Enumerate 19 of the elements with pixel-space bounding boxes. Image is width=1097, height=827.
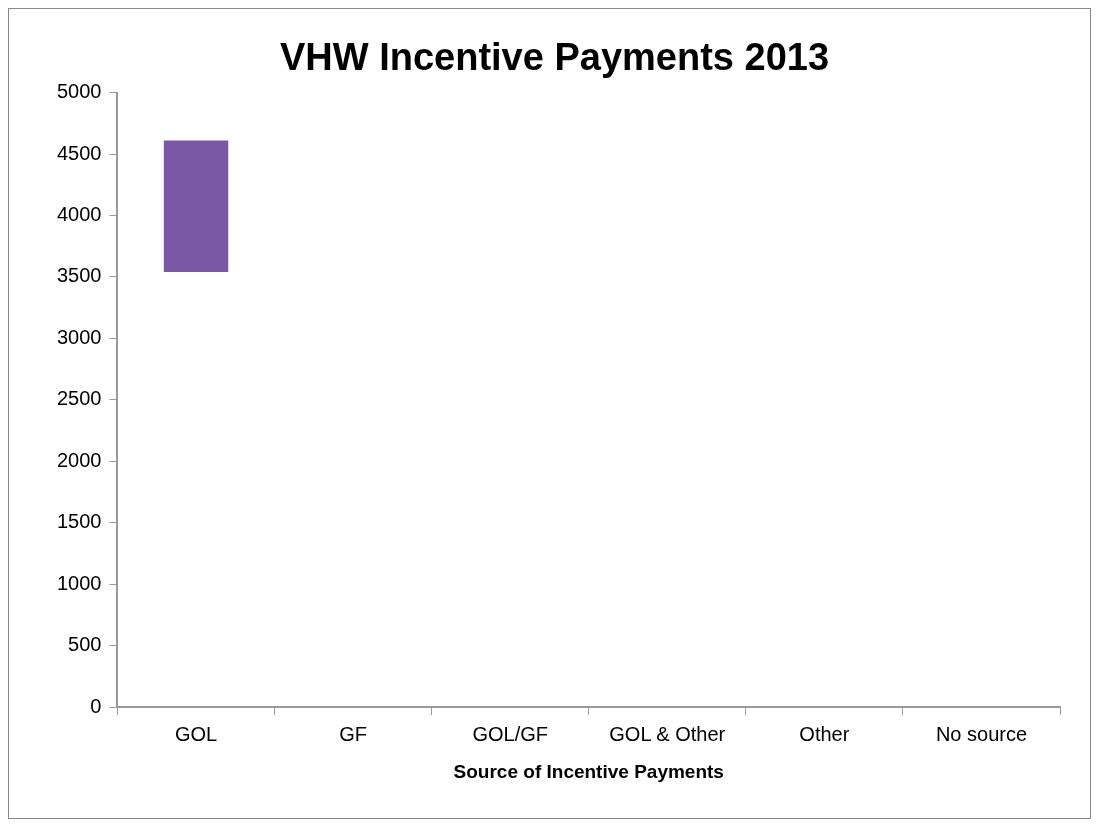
y-tick-label: 0 xyxy=(90,694,102,717)
x-tick-label: GF xyxy=(339,722,368,745)
y-tick-label: 4000 xyxy=(56,203,102,226)
y-tick-label: 3500 xyxy=(56,264,102,287)
y-tick-label: 4500 xyxy=(56,141,102,164)
x-tick-label: GOL xyxy=(174,722,218,745)
y-tick-label: 2500 xyxy=(56,387,102,410)
chart-title: VHW Incentive Payments 2013 xyxy=(279,36,830,79)
x-tick-label: GOL & Other xyxy=(609,722,726,745)
x-tick-label: Other xyxy=(799,722,850,745)
y-tick-label: 1000 xyxy=(56,571,102,594)
y-tick-label: 1500 xyxy=(56,510,102,533)
y-tick-label: 5000 xyxy=(56,80,102,103)
y-tick-label: 3000 xyxy=(56,325,102,348)
x-tick-label: GOL/GF xyxy=(472,722,548,745)
y-tick-label: 500 xyxy=(68,633,102,656)
y-tick-label: 2000 xyxy=(56,448,102,471)
x-tick-label: No source xyxy=(935,722,1028,745)
x-axis-title: Source of Incentive Payments xyxy=(453,760,724,782)
